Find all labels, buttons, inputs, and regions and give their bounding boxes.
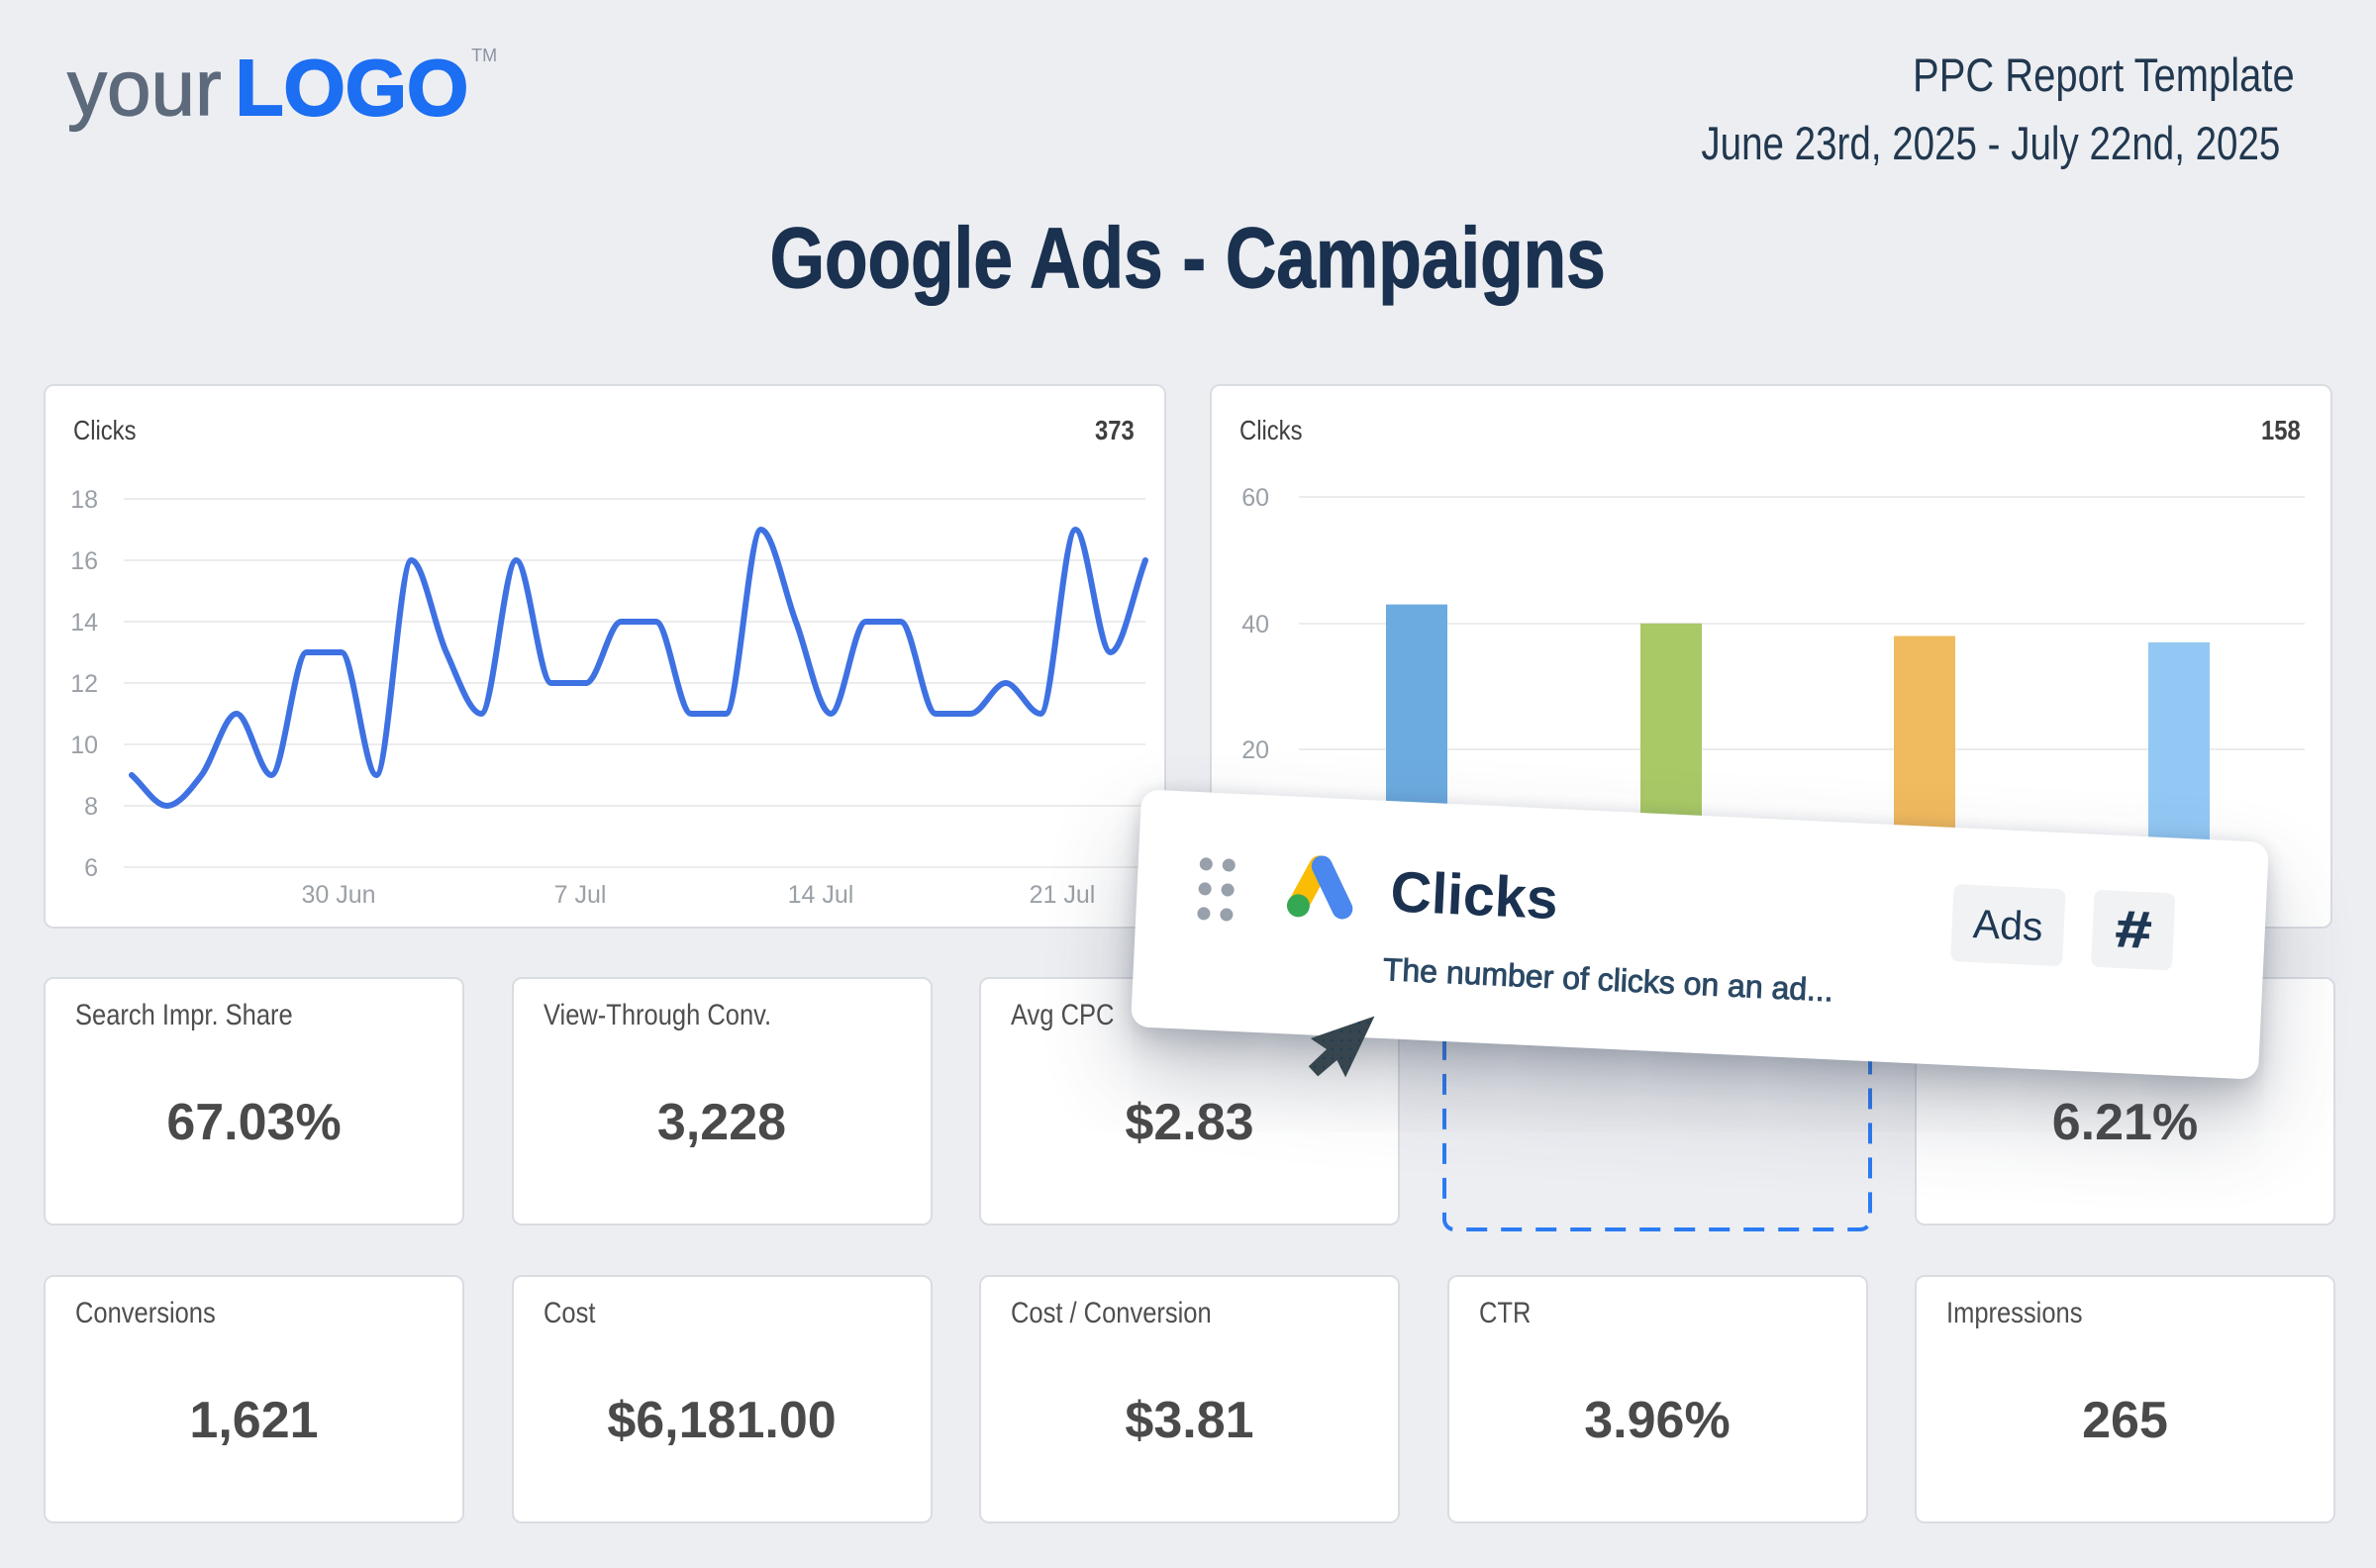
svg-text:40: 40: [1241, 611, 1269, 638]
svg-text:16: 16: [70, 547, 98, 575]
svg-text:12: 12: [70, 670, 98, 698]
svg-text:20: 20: [1241, 736, 1269, 764]
svg-text:14: 14: [70, 609, 98, 637]
svg-text:8: 8: [84, 793, 98, 821]
svg-text:60: 60: [1241, 484, 1269, 512]
svg-text:10: 10: [70, 732, 98, 759]
svg-text:30 Jun: 30 Jun: [301, 881, 375, 909]
svg-text:7 Jul: 7 Jul: [554, 881, 607, 909]
svg-text:6: 6: [84, 854, 98, 882]
svg-text:21 Jul: 21 Jul: [1030, 881, 1096, 909]
svg-text:18: 18: [70, 486, 98, 514]
svg-text:14 Jul: 14 Jul: [788, 881, 854, 909]
